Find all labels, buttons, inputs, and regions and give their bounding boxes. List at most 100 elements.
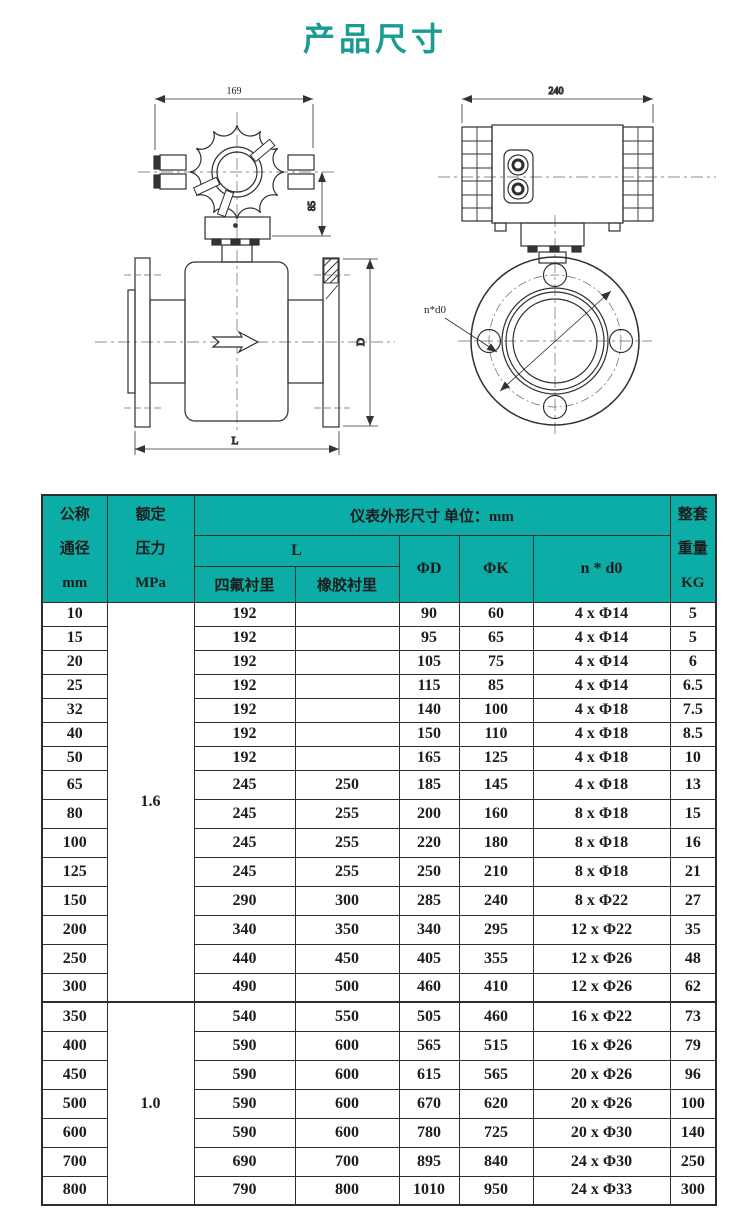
cell-ptfe-lining-l: 590 [193, 1088, 296, 1119]
cell-phi-k: 85 [458, 673, 534, 699]
cell-weight: 6.5 [669, 673, 717, 699]
cell-dn: 125 [41, 856, 108, 887]
cell-weight: 48 [669, 943, 717, 974]
cell-n-d0: 4 x Φ18 [532, 769, 671, 800]
cell-rubber-lining-l: 550 [294, 1001, 400, 1032]
cell-dn: 15 [41, 625, 108, 651]
front-view-drawing: 169 [95, 86, 395, 455]
cell-weight: 250 [669, 1146, 717, 1177]
cell-phi-k: 145 [458, 769, 534, 800]
cell-dn: 300 [41, 972, 108, 1003]
cell-rated-pressure: 1.0 [106, 1001, 195, 1206]
cell-weight: 7.5 [669, 697, 717, 723]
cell-ptfe-lining-l: 245 [193, 856, 296, 887]
cell-ptfe-lining-l: 245 [193, 769, 296, 800]
table-row: 450 590 600 615 565 20 x Φ26 96 [41, 1059, 717, 1090]
cell-rubber-lining-l [294, 649, 400, 675]
cell-rubber-lining-l: 300 [294, 885, 400, 916]
cell-phi-k: 460 [458, 1001, 534, 1032]
cell-dn: 200 [41, 914, 108, 945]
cell-n-d0: 4 x Φ14 [532, 673, 671, 699]
table-row: 700 690 700 895 840 24 x Φ30 250 [41, 1146, 717, 1177]
cell-phi-k: 210 [458, 856, 534, 887]
cell-ptfe-lining-l: 590 [193, 1030, 296, 1061]
cell-dn: 150 [41, 885, 108, 916]
cell-n-d0: 4 x Φ18 [532, 721, 671, 747]
cell-rubber-lining-l: 255 [294, 827, 400, 858]
spec-table-body: 10 1.6 192 90 60 4 x Φ14 5 15 192 95 65 4 x Φ14 5 20 1… [41, 601, 717, 1206]
dim-85 [272, 172, 331, 237]
cell-rubber-lining-l [294, 745, 400, 771]
cell-phi-k: 295 [458, 914, 534, 945]
cell-n-d0: 24 x Φ33 [532, 1175, 671, 1206]
cell-phi-d: 150 [398, 721, 460, 747]
cell-rubber-lining-l: 600 [294, 1030, 400, 1061]
cell-rubber-lining-l: 500 [294, 972, 400, 1003]
cell-phi-k: 565 [458, 1059, 534, 1090]
cell-ptfe-lining-l: 192 [193, 697, 296, 723]
cell-n-d0: 4 x Φ14 [532, 649, 671, 675]
flange-hatch [323, 258, 339, 300]
cell-phi-d: 285 [398, 885, 460, 916]
cell-ptfe-lining-l: 245 [193, 798, 296, 829]
cell-phi-d: 115 [398, 673, 460, 699]
cell-rubber-lining-l: 255 [294, 798, 400, 829]
cell-weight: 73 [669, 1001, 717, 1032]
table-row: 250 440 450 405 355 12 x Φ26 48 [41, 943, 717, 974]
cell-ptfe-lining-l: 192 [193, 673, 296, 699]
cell-rubber-lining-l: 800 [294, 1175, 400, 1206]
cell-phi-k: 180 [458, 827, 534, 858]
cell-dn: 500 [41, 1088, 108, 1119]
table-row: 800 790 800 1010 950 24 x Φ33 300 [41, 1175, 717, 1206]
cell-dn: 50 [41, 745, 108, 771]
cell-ptfe-lining-l: 790 [193, 1175, 296, 1206]
flow-arrow [211, 330, 260, 354]
cell-ptfe-lining-l: 192 [193, 721, 296, 747]
table-row: 50 192 165 125 4 x Φ18 10 [41, 745, 717, 771]
cell-phi-k: 100 [458, 697, 534, 723]
head-neck [204, 216, 271, 263]
header-n-d0: n * d0 [532, 534, 671, 603]
header-outline-dimensions: 仪表外形尺寸 单位：mm [193, 494, 671, 536]
cell-ptfe-lining-l: 192 [193, 745, 296, 771]
cell-rubber-lining-l [294, 625, 400, 651]
cell-dn: 25 [41, 673, 108, 699]
cell-ptfe-lining-l: 290 [193, 885, 296, 916]
cell-rubber-lining-l [294, 697, 400, 723]
technical-drawings: 169 [95, 85, 716, 455]
header-rubber-lining: 橡胶衬里 [294, 565, 400, 603]
cell-weight: 8.5 [669, 721, 717, 747]
cell-dn: 250 [41, 943, 108, 974]
cell-n-d0: 8 x Φ18 [532, 856, 671, 887]
converter-body-side [461, 124, 654, 264]
dim-169-label: 169 [227, 86, 242, 97]
flow-tube [124, 257, 350, 428]
cell-phi-d: 1010 [398, 1175, 460, 1206]
cell-dn: 400 [41, 1030, 108, 1061]
cell-phi-d: 200 [398, 798, 460, 829]
dimension-table: 公称 通径 mm 额定 压力 MPa 仪表外形尺寸 单位：mm 整套 重量 KG… [41, 494, 718, 1206]
dim-240 [461, 95, 654, 123]
cell-weight: 79 [669, 1030, 717, 1061]
cell-dn: 600 [41, 1117, 108, 1148]
header-total-weight: 整套 重量 KG [669, 494, 717, 603]
page-title: 产品尺寸 [302, 21, 447, 57]
cell-n-d0: 16 x Φ26 [532, 1030, 671, 1061]
cell-phi-d: 565 [398, 1030, 460, 1061]
table-header: 公称 通径 mm 额定 压力 MPa 仪表外形尺寸 单位：mm 整套 重量 KG… [41, 494, 717, 603]
cell-phi-d: 505 [398, 1001, 460, 1032]
dim-d-label: D [355, 338, 367, 346]
cell-weight: 100 [669, 1088, 717, 1119]
cell-n-d0: 12 x Φ26 [532, 972, 671, 1003]
cell-phi-d: 780 [398, 1117, 460, 1148]
cable-entry-glands [503, 149, 534, 204]
table-row: 15 192 95 65 4 x Φ14 5 [41, 625, 717, 651]
cell-weight: 35 [669, 914, 717, 945]
header-rated-pressure: 额定 压力 MPa [106, 494, 195, 603]
cell-weight: 15 [669, 798, 717, 829]
dim-169 [154, 95, 314, 150]
cell-n-d0: 12 x Φ26 [532, 943, 671, 974]
converter-head [189, 124, 285, 220]
cell-dn: 10 [41, 601, 108, 627]
cell-n-d0: 4 x Φ18 [532, 697, 671, 723]
